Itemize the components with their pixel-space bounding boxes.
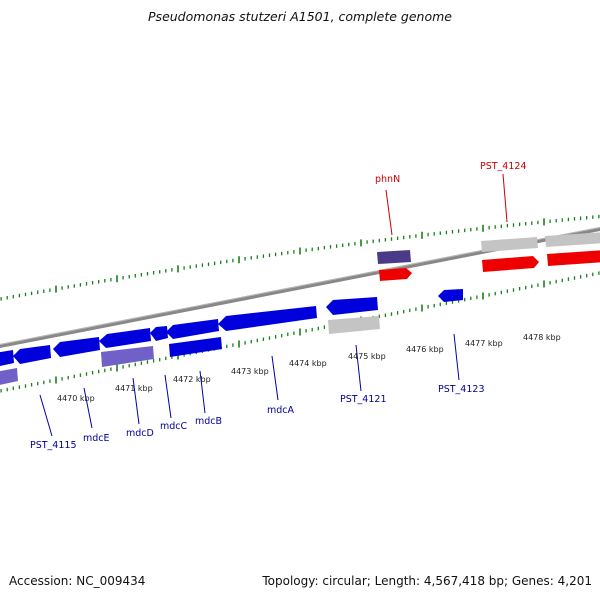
scale-label: 4476 kbp: [406, 345, 444, 354]
gene-arrow-left-edge[interactable]: [0, 350, 14, 367]
gene-light-segment-mdcD[interactable]: [101, 346, 154, 367]
gene-arrow-PST_4124[interactable]: [482, 256, 539, 272]
scale-label: 4470 kbp: [57, 394, 95, 403]
gene-gray-segment-4124[interactable]: [481, 237, 538, 252]
gene-label-mdcC[interactable]: mdcC: [160, 421, 188, 432]
gene-labels: phnN PST_4124 PST_4115 mdcE mdcD mdcC md…: [30, 161, 527, 451]
scale-label: 4477 kbp: [465, 339, 503, 348]
leader-PST_4121: [355, 344, 362, 392]
gene-label-mdcE[interactable]: mdcE: [83, 433, 110, 444]
leader-mdcB: [199, 370, 206, 414]
gene-label-PST_4124[interactable]: PST_4124: [480, 161, 527, 172]
gene-label-PST_4121[interactable]: PST_4121: [340, 394, 387, 405]
leader-PST_4115: [39, 394, 53, 437]
outer-tick-track: [0, 214, 600, 301]
leader-mdcA: [271, 355, 279, 401]
topology-text: Topology: circular; Length: 4,567,418 bp…: [262, 574, 592, 588]
gene-label-mdcD[interactable]: mdcD: [126, 428, 154, 439]
gene-arrow-mdcB-upper[interactable]: [166, 319, 219, 339]
scale-label: 4478 kbp: [523, 333, 561, 342]
gene-arrow-phnN[interactable]: [379, 268, 412, 281]
gene-label-PST_4123[interactable]: PST_4123: [438, 384, 485, 395]
gene-arrow-mdcE[interactable]: [53, 337, 100, 357]
label-leader-lines: [39, 173, 508, 437]
scale-labels: 4470 kbp 4471 kbp 4472 kbp 4473 kbp 4474…: [57, 333, 561, 403]
gene-arrow-mdcD[interactable]: [99, 328, 151, 348]
scale-label: 4474 kbp: [289, 359, 327, 368]
gene-label-mdcB[interactable]: mdcB: [195, 416, 222, 427]
gene-arrow-phnN-dark[interactable]: [377, 250, 411, 264]
gene-arrow-PST_4115[interactable]: [13, 345, 51, 364]
gene-light-segment-left[interactable]: [0, 368, 18, 386]
gene-label-mdcA[interactable]: mdcA: [267, 405, 295, 416]
leader-PST_4123: [453, 333, 460, 381]
accession-text: Accession: NC_009434: [9, 574, 146, 588]
reverse-genes: [0, 289, 463, 386]
gene-label-PST_4115[interactable]: PST_4115: [30, 440, 77, 451]
gene-arrow-PST_4121[interactable]: [326, 297, 378, 315]
gene-arrow-mdcB-lower[interactable]: [169, 337, 222, 357]
map-title: Pseudomonas stutzeri A1501, complete gen…: [148, 9, 452, 24]
gene-arrow-mdcC[interactable]: [150, 326, 168, 341]
scale-label: 4472 kbp: [173, 375, 211, 384]
leader-mdcD: [132, 377, 140, 425]
gene-arrow-mdcA[interactable]: [218, 306, 317, 331]
forward-genes: [377, 232, 600, 281]
scale-label: 4471 kbp: [115, 384, 153, 393]
leader-PST_4124: [502, 173, 508, 223]
scale-label: 4475 kbp: [348, 352, 386, 361]
gene-gray-segment-4121[interactable]: [328, 316, 380, 334]
gene-arrow-PST_4123[interactable]: [438, 289, 463, 302]
gene-label-phnN[interactable]: phnN: [375, 174, 400, 185]
scale-label: 4473 kbp: [231, 367, 269, 376]
leader-mdcC: [164, 374, 172, 419]
leader-mdcE: [83, 387, 93, 429]
gene-arrow-right-edge[interactable]: [547, 250, 600, 266]
gene-gray-segment-right[interactable]: [545, 232, 600, 247]
leader-phnN: [385, 189, 393, 236]
